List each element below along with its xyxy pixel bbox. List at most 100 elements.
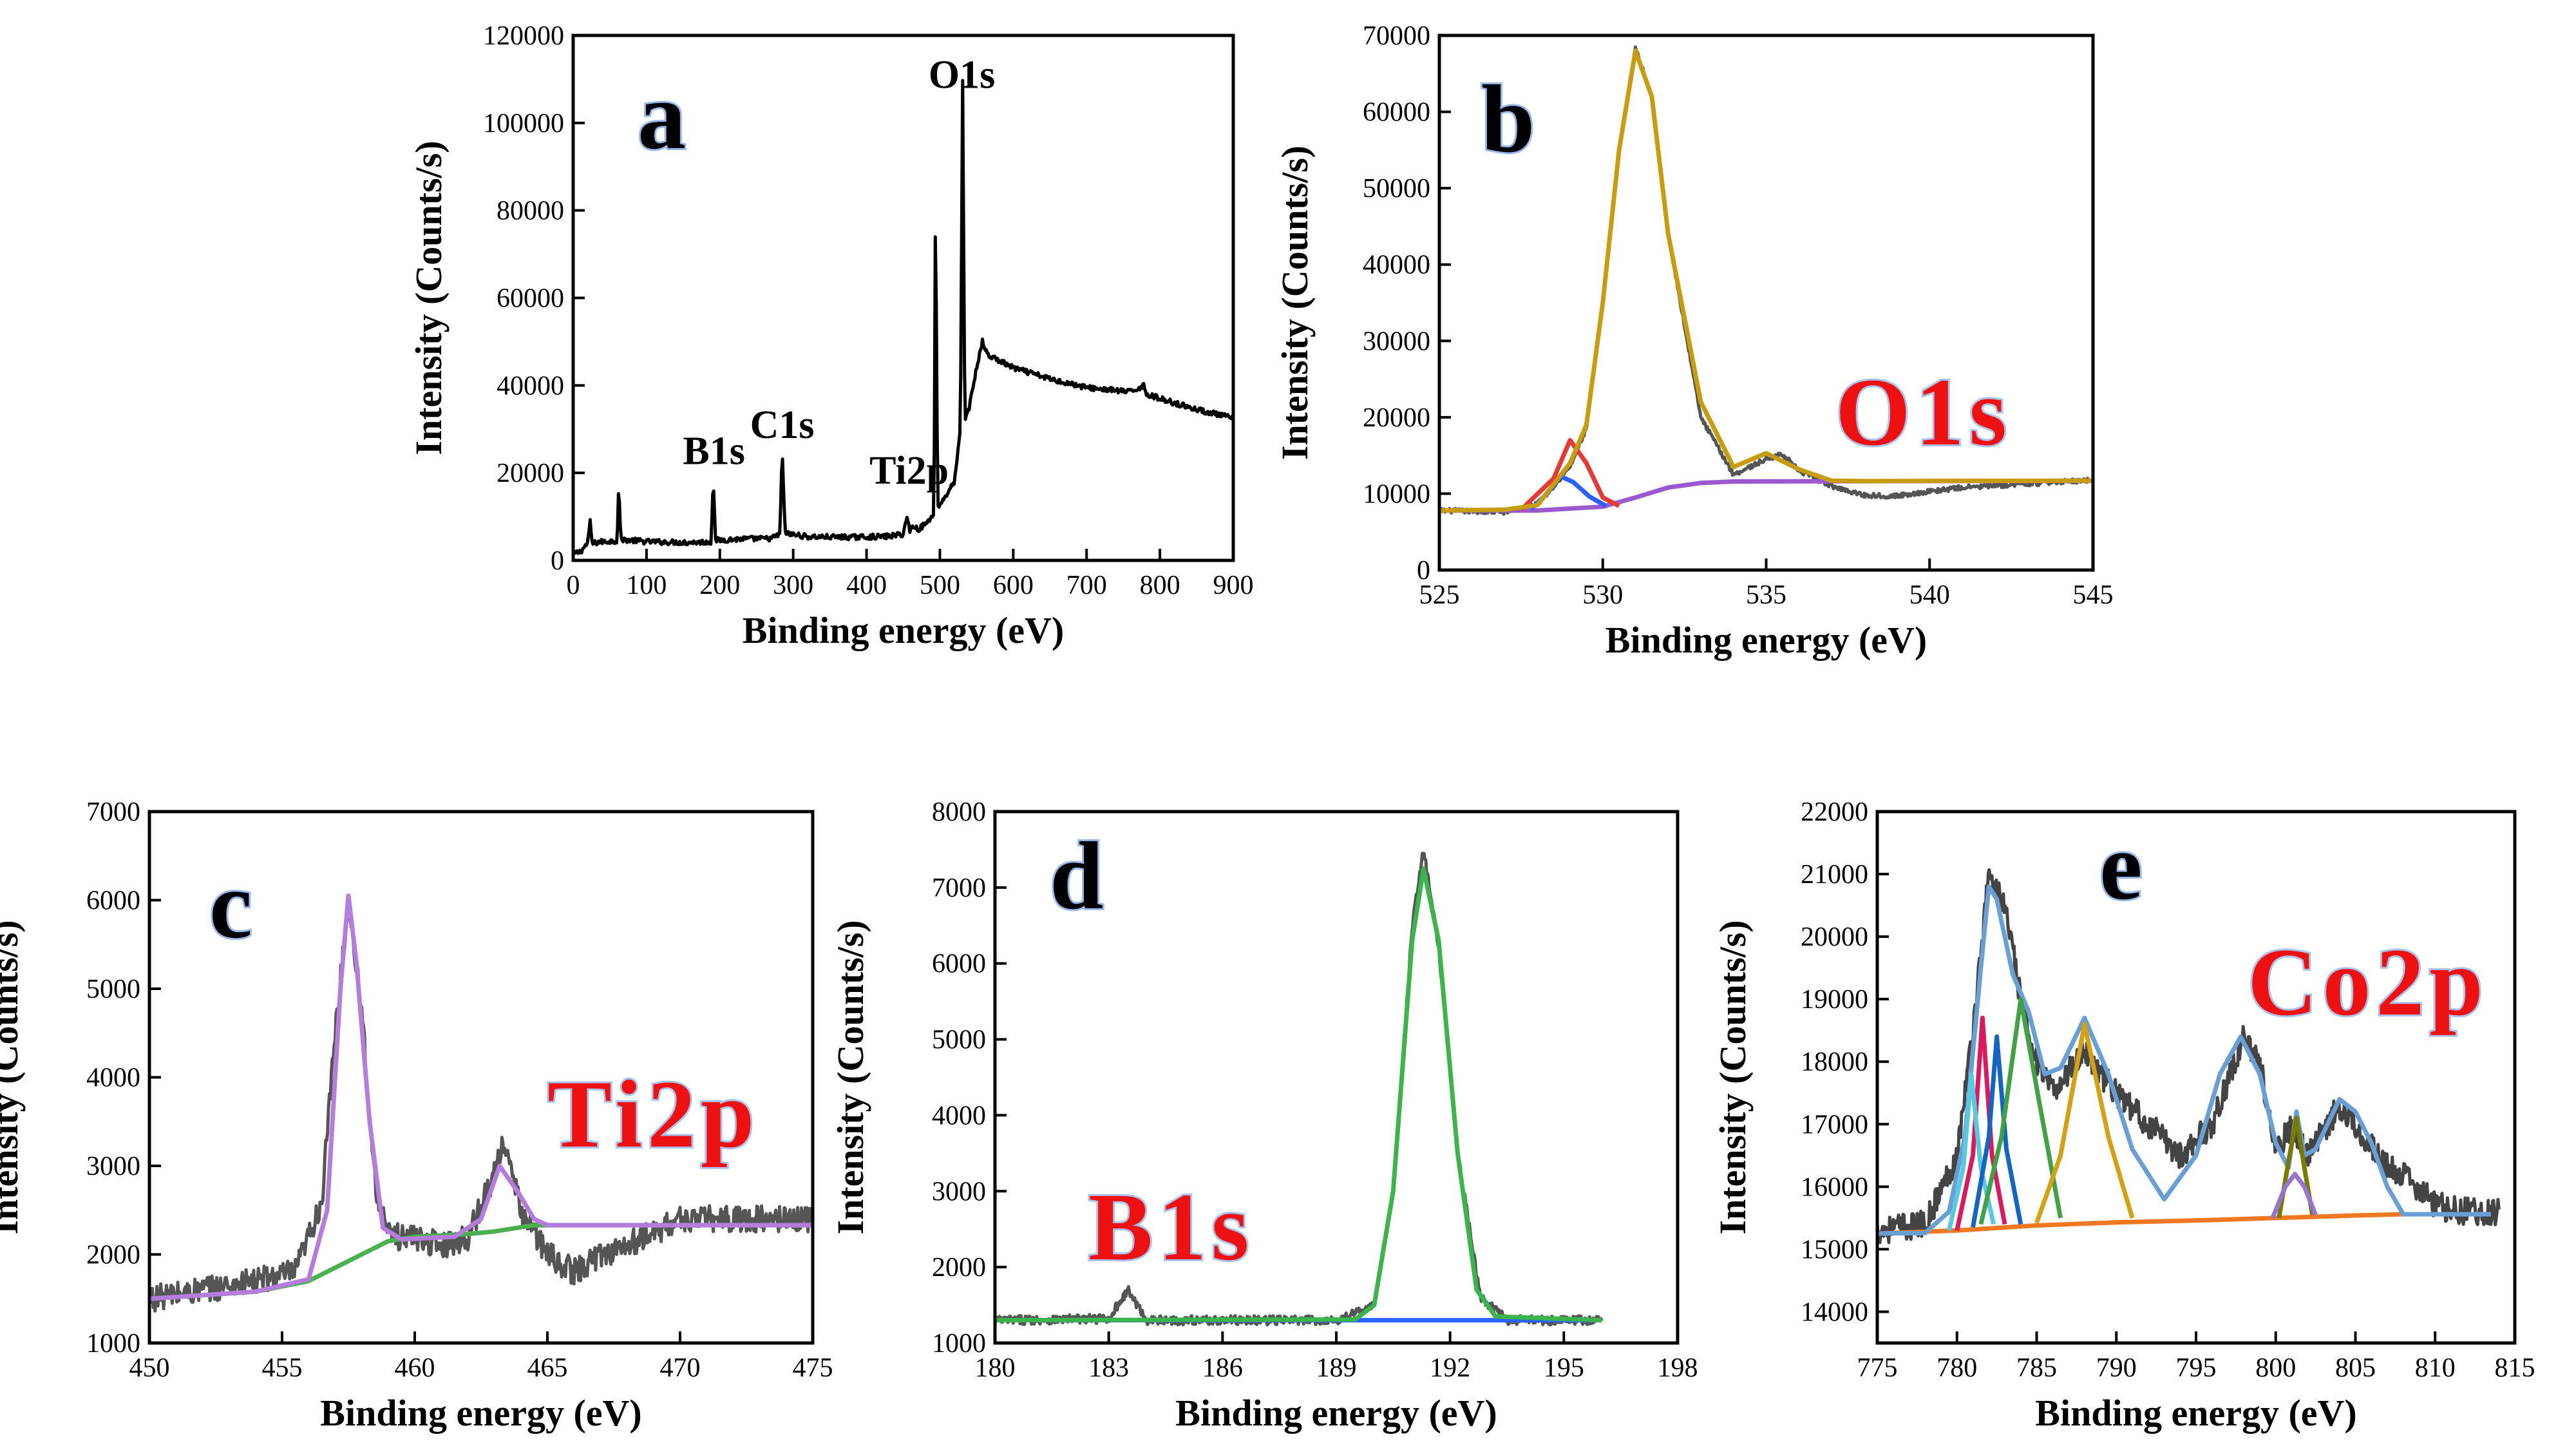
series-line-c-2 [149, 893, 813, 1301]
x-tick-label-c-0: 450 [129, 1353, 170, 1383]
y-tick-label-a-1: 20000 [497, 459, 564, 488]
y-tick-label-d-6: 7000 [932, 873, 986, 903]
y-tick-label-e-1: 15000 [1801, 1235, 1868, 1264]
x-tick-label-a-8: 800 [1140, 571, 1180, 600]
series-line-e-3 [1955, 1015, 2007, 1232]
series-line-b-2 [1519, 437, 1620, 511]
y-tick-label-c-1: 2000 [86, 1241, 140, 1270]
series-line-c-1 [149, 1223, 813, 1301]
x-tick-label-c-5: 475 [793, 1353, 833, 1383]
y-tick-label-d-7: 8000 [932, 797, 986, 827]
series-line-e-4 [1946, 1072, 1996, 1232]
panel-c: 450 455 460 465 470 475 1000 2000 3000 4000 5000 60… [0, 797, 833, 1434]
y-tick-label-d-3: 4000 [932, 1101, 986, 1130]
y-tick-label-d-0: 1000 [932, 1329, 986, 1358]
x-tick-label-a-7: 700 [1066, 571, 1107, 600]
x-tick-label-c-3: 465 [527, 1353, 568, 1383]
series-line-a-0 [571, 79, 1234, 555]
x-tick-label-c-4: 470 [660, 1353, 701, 1383]
y-tick-label-a-4: 80000 [497, 196, 564, 226]
panel-label-c: c [209, 852, 252, 958]
x-tick-label-e-0: 775 [1857, 1353, 1898, 1383]
y-tick-label-b-5: 50000 [1363, 174, 1430, 204]
y-tick-label-b-6: 60000 [1363, 98, 1430, 128]
panel-label-e: e [2099, 813, 2143, 920]
x-tick-label-d-5: 195 [1544, 1353, 1584, 1383]
y-tick-label-c-5: 6000 [86, 886, 140, 916]
element-tag-c: Ti2p [547, 1061, 759, 1168]
element-tag-b: O1s [1835, 359, 2012, 466]
series-line-e-2 [1877, 884, 2491, 1236]
peak-annotation-a-2: C1s [750, 403, 815, 447]
panel-a: 0 100 200 300 400 500 600 700 800 900 0 20000 40000 6… [408, 21, 1254, 651]
y-tick-label-a-5: 100000 [483, 109, 564, 138]
x-tick-label-a-9: 900 [1213, 571, 1254, 600]
y-tick-label-e-5: 19000 [1801, 985, 1868, 1015]
x-tick-label-d-1: 183 [1088, 1353, 1129, 1383]
series-line-e-7 [2034, 1022, 2135, 1224]
x-tick-label-a-1: 100 [626, 571, 667, 600]
panel-b: 525 530 535 540 545 0 10000 20000 30000 40000 5000… [1274, 21, 2114, 661]
x-tick-label-a-6: 600 [993, 571, 1034, 600]
x-tick-label-b-3: 540 [1909, 580, 1950, 610]
x-tick-label-c-1: 455 [262, 1353, 303, 1383]
x-tick-label-e-4: 795 [2176, 1353, 2217, 1383]
y-tick-label-d-4: 5000 [932, 1025, 986, 1055]
series-line-e-5 [1971, 1034, 2023, 1228]
y-tick-label-e-4: 18000 [1801, 1047, 1868, 1077]
y-tick-label-c-3: 4000 [86, 1063, 140, 1093]
y-tick-label-b-2: 20000 [1363, 403, 1430, 433]
element-tag-e: Co2p [2248, 929, 2488, 1036]
x-axis-label-e: Binding energy (eV) [2035, 1392, 2356, 1434]
y-tick-label-c-0: 1000 [86, 1329, 140, 1358]
y-tick-label-b-4: 40000 [1363, 251, 1430, 280]
x-tick-label-b-2: 535 [1746, 580, 1786, 610]
y-tick-label-a-0: 0 [551, 546, 564, 576]
series-line-e-8 [2277, 1116, 2315, 1219]
y-tick-label-c-6: 7000 [86, 797, 140, 827]
peak-annotation-a-1: B1s [683, 430, 744, 473]
x-axis-label-c: Binding energy (eV) [320, 1392, 641, 1434]
x-tick-label-a-3: 300 [773, 571, 813, 600]
x-tick-label-b-1: 530 [1582, 580, 1623, 610]
y-axis-label-e: Intensity (Counts/s) [1712, 920, 1754, 1234]
y-tick-label-a-3: 60000 [497, 284, 564, 314]
y-tick-label-c-2: 3000 [86, 1152, 140, 1181]
panel-label-d: d [1050, 823, 1103, 929]
plot-frame-b [1437, 33, 2095, 572]
panel-d: 180 183 186 189 192 195 198 1000 2000 3000 4000 500… [829, 797, 1698, 1434]
x-tick-label-a-2: 200 [699, 571, 740, 600]
x-tick-label-e-6: 805 [2335, 1353, 2376, 1383]
element-tag-d: B1s [1088, 1174, 1254, 1281]
series-line-b-4 [1439, 48, 2094, 513]
y-tick-label-d-2: 3000 [932, 1177, 986, 1206]
x-tick-label-a-4: 400 [846, 571, 887, 600]
series-line-e-6 [1978, 996, 2063, 1225]
x-tick-label-e-7: 810 [2415, 1353, 2456, 1383]
y-tick-label-d-5: 6000 [932, 949, 986, 979]
series-line-e-1 [1877, 1212, 2403, 1236]
x-tick-label-e-1: 780 [1937, 1353, 1977, 1383]
series-line-c-0 [147, 900, 815, 1313]
x-tick-label-a-0: 0 [567, 571, 580, 600]
panel-e: 775 780 785 790 795 800 805 810 815 14000 15000 160… [1712, 797, 2535, 1434]
peak-annotation-a-0: O1s [929, 53, 995, 97]
y-tick-label-e-2: 16000 [1801, 1172, 1868, 1202]
x-tick-label-b-4: 545 [2073, 580, 2114, 610]
x-axis-label-d: Binding energy (eV) [1175, 1392, 1497, 1434]
series-line-d-2 [994, 866, 1602, 1323]
y-tick-label-d-1: 2000 [932, 1253, 986, 1282]
x-axis-label-b: Binding energy (eV) [1605, 619, 1927, 661]
y-axis-label-d: Intensity (Counts/s) [829, 920, 871, 1234]
y-tick-label-c-4: 5000 [86, 975, 140, 1004]
x-tick-label-e-8: 815 [2495, 1353, 2535, 1383]
x-tick-label-d-0: 180 [975, 1353, 1016, 1383]
x-tick-label-d-2: 186 [1202, 1353, 1243, 1383]
y-axis-label-b: Intensity (Counts/s) [1274, 146, 1316, 460]
x-axis-label-a: Binding energy (eV) [743, 609, 1064, 651]
y-axis-label-a: Intensity (Counts/s) [408, 140, 450, 455]
y-tick-label-e-0: 14000 [1801, 1297, 1868, 1327]
y-tick-label-e-6: 20000 [1801, 922, 1868, 952]
y-tick-label-b-1: 10000 [1363, 479, 1430, 509]
